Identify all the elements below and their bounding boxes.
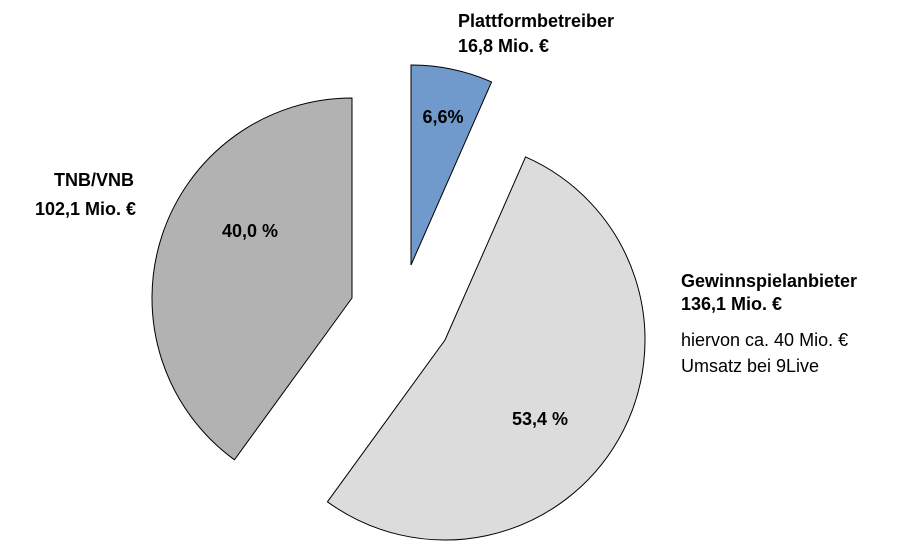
data-label: 6,6% [422, 107, 463, 127]
data-label: 40,0 % [222, 221, 278, 241]
pie-slice [410, 64, 493, 266]
annotation: hiervon ca. 40 Mio. € [681, 330, 848, 350]
pie-slice [151, 97, 353, 461]
data-label: 53,4 % [512, 409, 568, 429]
annotation: Umsatz bei 9Live [681, 356, 819, 376]
amount-label: 102,1 Mio. € [35, 199, 136, 219]
category-label: TNB/VNB [54, 170, 134, 190]
amount-label: 16,8 Mio. € [458, 36, 549, 56]
pie [151, 64, 646, 541]
pie-slice [326, 156, 646, 541]
category-label: Gewinnspielanbieter [681, 271, 857, 291]
amount-label: 136,1 Mio. € [681, 294, 782, 314]
category-label: Plattformbetreiber [458, 11, 614, 31]
